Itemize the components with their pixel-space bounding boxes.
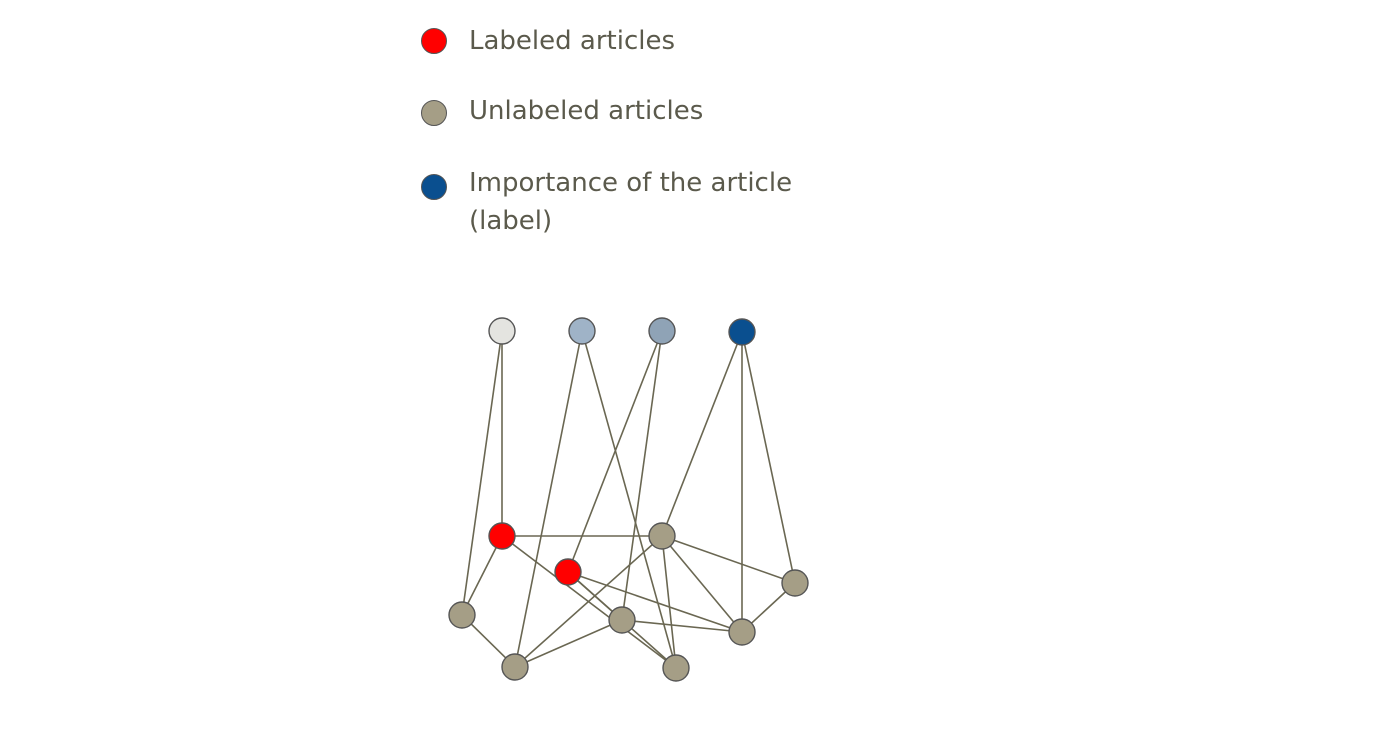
red-node-icon (421, 28, 447, 54)
edge-U4-U5 (661, 535, 743, 633)
edge-L2-U2 (514, 330, 583, 668)
node-unlabeled-U1 (448, 601, 476, 629)
node-label-L1 (488, 317, 516, 345)
legend-label-importance: Importance of the article (label) (469, 168, 793, 236)
edge-U4-U8 (661, 535, 677, 669)
node-unlabeled-U5 (728, 618, 756, 646)
legend-label-unlabeled: Unlabeled articles (469, 96, 704, 126)
node-labeled-R1 (488, 522, 516, 550)
edge-R1-U1 (461, 535, 503, 616)
node-unlabeled-U4 (648, 522, 676, 550)
edge-L4-U6 (741, 331, 796, 584)
node-unlabeled-U8 (662, 654, 690, 682)
node-unlabeled-U2 (501, 653, 529, 681)
graph-nodes (448, 317, 809, 682)
tan-node-icon (421, 100, 447, 126)
edge-U2-U3 (514, 619, 623, 668)
node-unlabeled-U6 (781, 569, 809, 597)
blue-node-icon (421, 174, 447, 200)
legend-label-labeled: Labeled articles (469, 26, 676, 56)
node-label-L2 (568, 317, 596, 345)
edge-L3-U3 (621, 330, 663, 621)
edge-L2-U8 (581, 330, 677, 669)
graph-edges (461, 330, 796, 669)
node-label-L3 (648, 317, 676, 345)
edge-U3-U5 (621, 619, 743, 633)
edge-U2-U4 (514, 535, 663, 668)
edge-L4-U4 (661, 331, 743, 537)
edge-U4-U6 (661, 535, 796, 584)
node-labeled-R2 (554, 558, 582, 586)
edge-L3-R2 (567, 330, 663, 573)
node-unlabeled-U3 (608, 606, 636, 634)
edge-L1-U1 (461, 330, 503, 616)
node-label-L4 (728, 318, 756, 346)
edge-R2-U5 (567, 571, 743, 633)
